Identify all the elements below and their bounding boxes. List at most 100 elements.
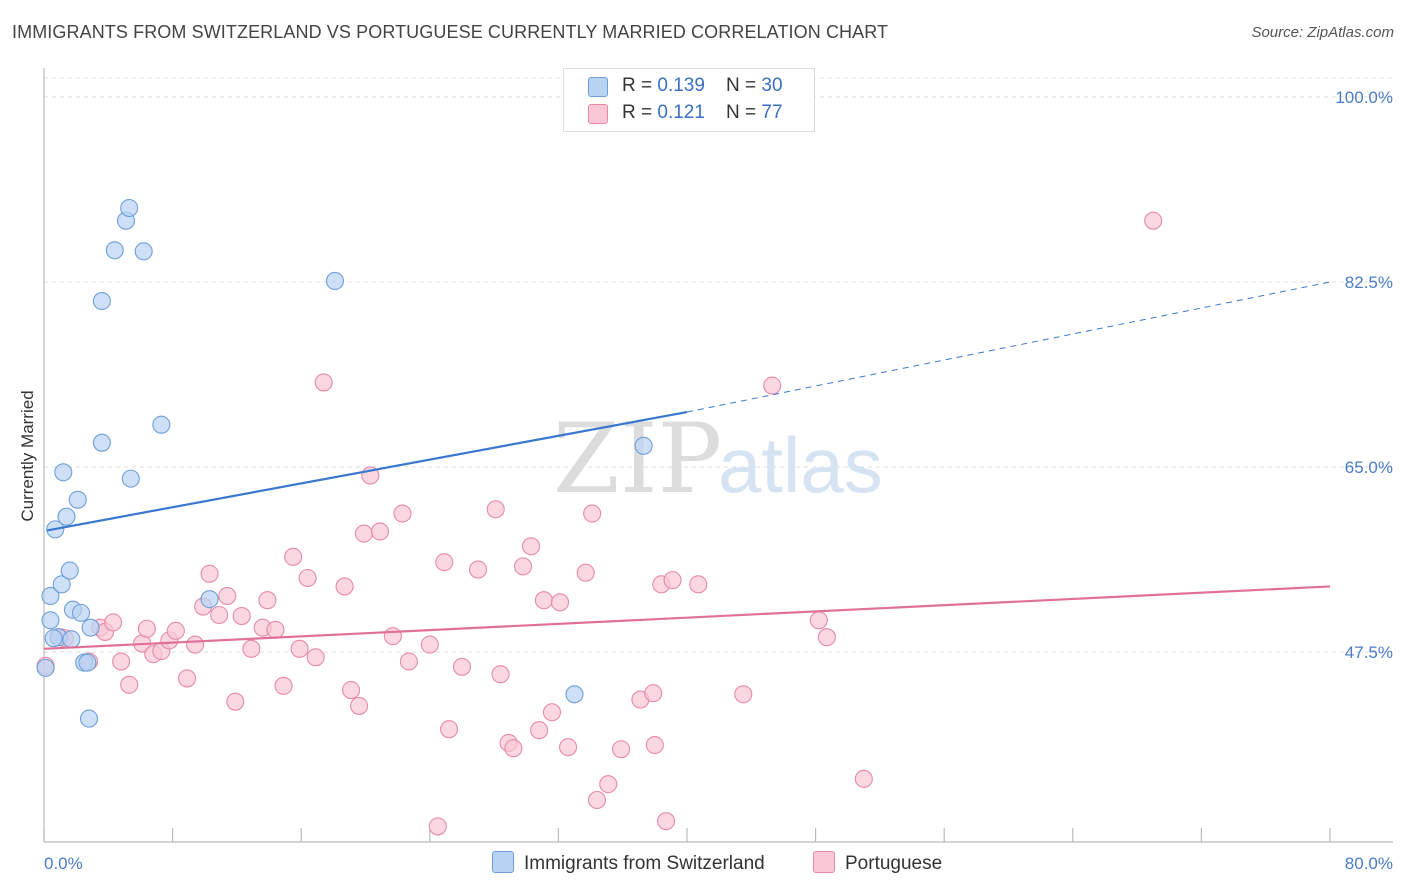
portuguese-point xyxy=(530,721,549,740)
portuguese-point xyxy=(104,613,123,632)
switzerland-point xyxy=(71,603,91,622)
switzerland-point xyxy=(60,561,79,580)
watermark: ZIP atlas xyxy=(553,403,883,515)
portuguese-point xyxy=(370,522,390,541)
portuguese-point xyxy=(763,376,782,395)
y-tick-label: 47.5% xyxy=(1345,643,1393,662)
switzerland-point xyxy=(54,463,73,482)
bottom-legend-label: Immigrants from Switzerland xyxy=(524,853,765,874)
portuguese-point xyxy=(645,735,664,755)
portuguese-point xyxy=(200,564,219,583)
switzerland-point xyxy=(68,490,87,509)
legend-text: R = 0.139 N = 30 xyxy=(622,75,783,97)
portuguese-point xyxy=(809,611,828,630)
legend: R = 0.139 N = 30 R = 0.121 N = 77 xyxy=(563,68,815,132)
portuguese-point xyxy=(491,665,510,684)
y-tick-labels: 100.0% 82.5% 65.0% 47.5% xyxy=(1335,88,1393,662)
legend-r-value: 0.139 xyxy=(657,75,705,96)
portuguese-point xyxy=(314,373,333,392)
portuguese-point xyxy=(612,740,631,759)
portuguese-point xyxy=(210,605,229,625)
portuguese-point xyxy=(486,500,505,519)
switzerland-point xyxy=(92,291,111,311)
switzerland-point xyxy=(200,590,219,609)
portuguese-point xyxy=(186,635,205,654)
bottom-legend-swatch-pink xyxy=(813,851,835,873)
legend-n-value: 30 xyxy=(761,75,783,96)
portuguese-point xyxy=(504,739,523,758)
portuguese-point xyxy=(452,657,472,676)
portuguese-point xyxy=(576,563,595,582)
switzerland-point xyxy=(41,586,60,606)
legend-r-label: R = xyxy=(622,102,658,123)
chart-title: IMMIGRANTS FROM SWITZERLAND VS PORTUGUES… xyxy=(12,22,889,42)
bottom-legend-portuguese: Portuguese xyxy=(813,851,942,875)
switzerland-point xyxy=(79,709,99,728)
legend-r-label: R = xyxy=(622,75,658,96)
portuguese-point xyxy=(258,591,277,610)
portuguese-point xyxy=(399,652,418,671)
watermark-zip: ZIP xyxy=(553,403,722,515)
legend-r-value: 0.121 xyxy=(657,102,705,123)
portuguese-point xyxy=(290,639,309,658)
legend-swatch-blue xyxy=(588,77,608,97)
portuguese-point xyxy=(440,720,459,739)
portuguese-point xyxy=(644,684,663,703)
switzerland-trend-extension xyxy=(686,281,1331,413)
switzerland-point xyxy=(152,415,171,434)
portuguese-point xyxy=(341,681,361,700)
legend-n-label: N = xyxy=(726,75,762,96)
portuguese-point xyxy=(1144,211,1163,230)
legend-text: R = 0.121 N = 77 xyxy=(622,102,783,124)
switzerland-point xyxy=(78,653,97,672)
portuguese-point xyxy=(335,577,354,596)
bottom-legend-label: Portuguese xyxy=(845,853,943,874)
switzerland-point xyxy=(52,575,71,594)
portuguese-trend-line xyxy=(43,585,1331,650)
portuguese-point xyxy=(218,586,237,606)
portuguese-point xyxy=(178,669,197,688)
y-tick-label: 82.5% xyxy=(1345,273,1393,292)
portuguese-point xyxy=(242,639,261,658)
trend-lines xyxy=(43,281,1331,650)
portuguese-point xyxy=(854,769,873,788)
portuguese-point xyxy=(513,557,533,576)
portuguese-point xyxy=(522,537,541,556)
portuguese-point xyxy=(137,619,156,638)
switzerland-point xyxy=(134,242,153,261)
y-tick-label: 100.0% xyxy=(1335,88,1393,107)
x-tick-label-min: 0.0% xyxy=(44,854,83,873)
portuguese-point xyxy=(428,817,447,836)
switzerland-point xyxy=(81,618,100,637)
switzerland-point xyxy=(57,507,76,526)
x-tick-label-max: 80.0% xyxy=(1345,854,1393,873)
portuguese-point xyxy=(266,620,285,639)
portuguese-point xyxy=(689,575,708,594)
portuguese-point xyxy=(663,571,682,590)
portuguese-point xyxy=(298,568,317,588)
source-label: Source: ZipAtlas.com xyxy=(1251,24,1394,41)
legend-n-label: N = xyxy=(726,102,762,123)
bottom-legend-swatch-blue xyxy=(492,851,514,873)
switzerland-points xyxy=(36,198,653,728)
portuguese-point xyxy=(583,504,602,523)
switzerland-point xyxy=(565,685,584,704)
switzerland-point xyxy=(44,629,63,648)
portuguese-points xyxy=(36,211,1163,836)
portuguese-point xyxy=(817,628,836,647)
portuguese-point xyxy=(274,676,293,695)
portuguese-point xyxy=(435,553,454,572)
portuguese-point xyxy=(120,675,139,694)
portuguese-point xyxy=(112,652,131,671)
portuguese-point xyxy=(354,524,373,543)
portuguese-point xyxy=(284,547,303,566)
portuguese-point xyxy=(232,607,251,626)
y-tick-label: 65.0% xyxy=(1345,458,1393,477)
portuguese-point xyxy=(350,696,369,715)
grid xyxy=(44,77,1393,653)
portuguese-point xyxy=(599,775,618,794)
switzerland-point xyxy=(41,611,60,630)
portuguese-point xyxy=(393,504,412,523)
switzerland-trend-line xyxy=(47,410,688,532)
